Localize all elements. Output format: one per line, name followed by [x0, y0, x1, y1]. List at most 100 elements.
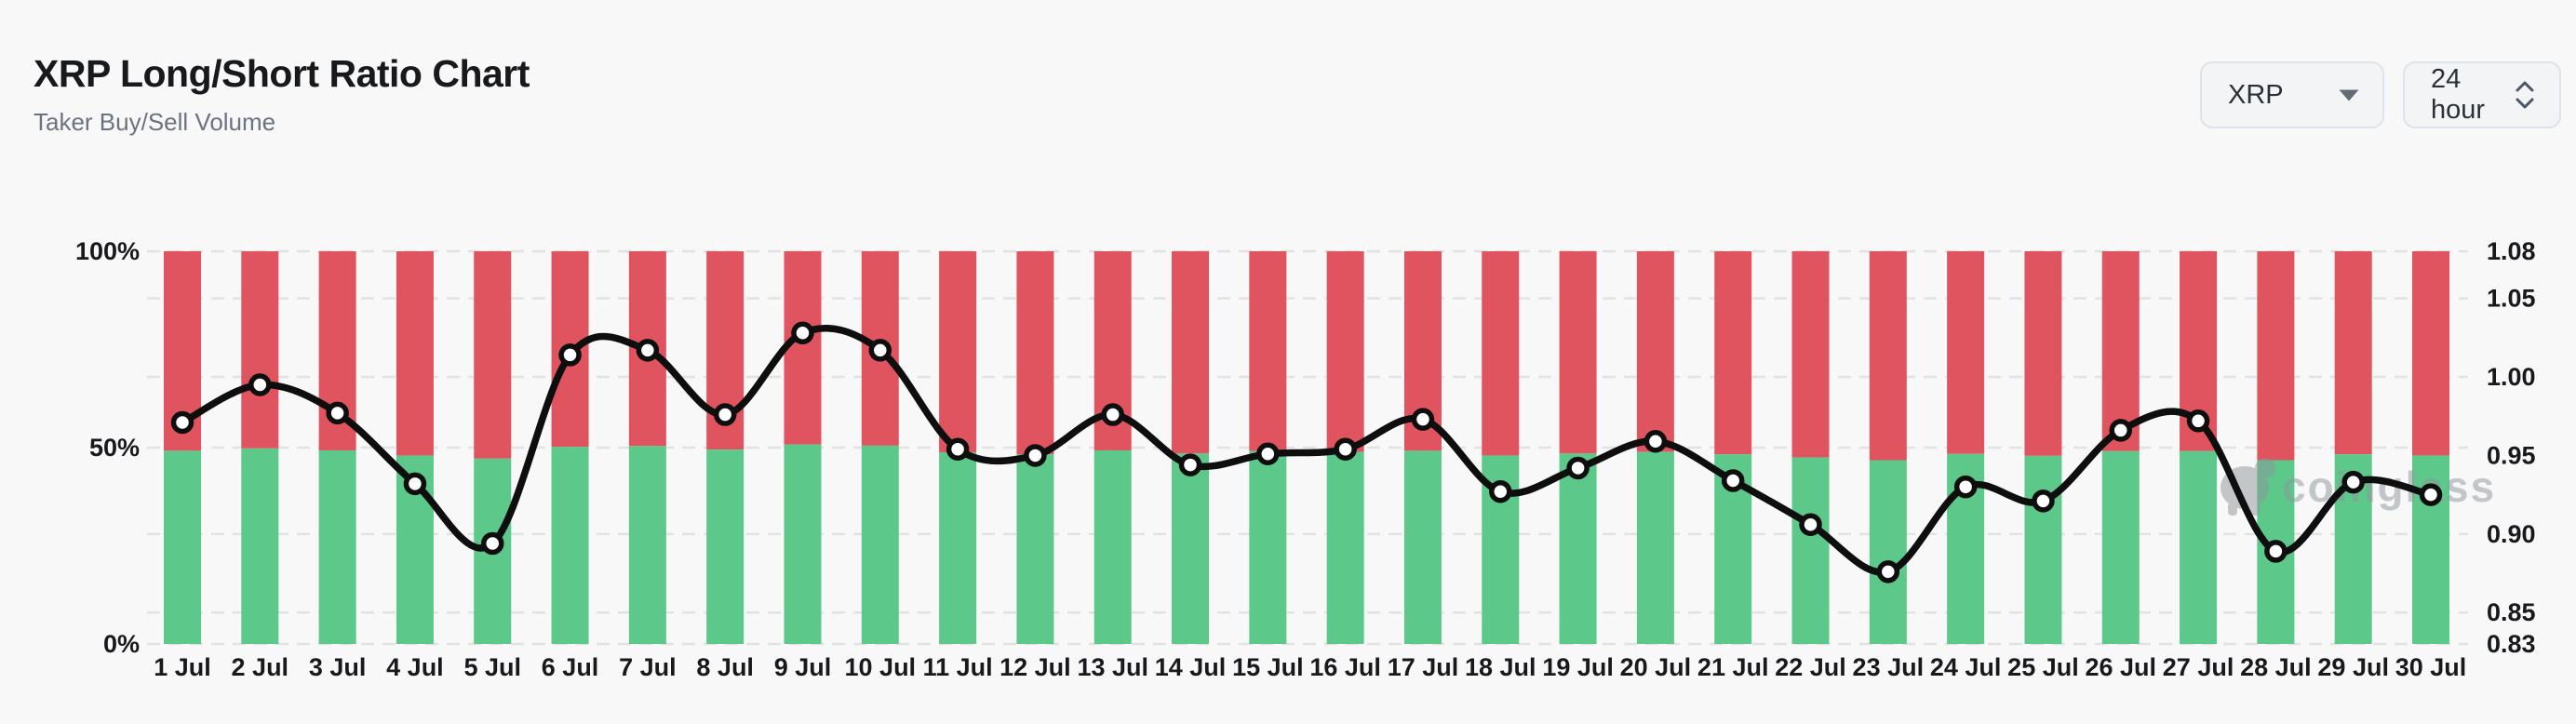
price-point — [1024, 444, 1047, 467]
price-point — [170, 410, 195, 435]
bar-segment-long — [1326, 451, 1364, 644]
bar-segment-long — [1791, 457, 1830, 644]
x-axis-tick: 4 Jul — [386, 653, 444, 681]
x-axis-tick: 13 Jul — [1077, 653, 1148, 681]
x-axis-tick: 1 Jul — [154, 653, 211, 681]
bar-segment-short — [2334, 251, 2372, 455]
price-point — [791, 321, 814, 345]
bar-segment-long — [939, 452, 977, 644]
x-axis-tick: 20 Jul — [1620, 653, 1692, 681]
bar-segment-long — [1016, 454, 1054, 644]
bar-segment-long — [2180, 450, 2218, 644]
price-point — [2341, 470, 2365, 494]
price-point — [868, 339, 892, 362]
x-axis-tick: 7 Jul — [619, 653, 677, 681]
bar-segment-short — [241, 251, 279, 449]
x-axis-tick: 8 Jul — [696, 653, 754, 681]
right-axis: 1.08 1.05 1.00 0.95 0.90 0.85 0.83 — [2487, 237, 2536, 658]
price-point — [1256, 442, 1280, 466]
chart-controls: XRP 24 hour — [2200, 61, 2561, 128]
ratio-bars — [164, 251, 2449, 644]
bar-segment-long — [861, 445, 899, 644]
bar-segment-short — [1636, 251, 1674, 452]
x-axis-tick: 19 Jul — [1542, 653, 1614, 681]
price-point — [2186, 409, 2210, 433]
left-axis-tick: 0% — [103, 630, 140, 658]
price-point — [1721, 469, 1745, 492]
price-point — [558, 343, 582, 367]
x-axis-tick: 26 Jul — [2085, 653, 2156, 681]
chevron-up-down-icon — [2516, 81, 2534, 109]
x-axis-tick: 2 Jul — [232, 653, 289, 681]
interval-select-value: 24 hour — [2431, 64, 2486, 125]
bar-segment-short — [2024, 251, 2062, 456]
x-axis-tick: 22 Jul — [1775, 653, 1846, 681]
price-point — [636, 339, 660, 362]
left-axis: 100% 50% 0% — [75, 237, 140, 658]
bar-segment-long — [1869, 460, 1907, 644]
x-axis-tick: 14 Jul — [1155, 653, 1227, 681]
logo-leg — [2228, 503, 2237, 516]
x-axis-tick: 17 Jul — [1388, 653, 1459, 681]
price-point — [403, 472, 427, 496]
bar-segment-long — [1249, 450, 1287, 644]
right-axis-tick: 1.08 — [2487, 237, 2536, 265]
watermark-text: coinglass — [2282, 463, 2496, 511]
bar-segment-short — [1172, 251, 1210, 454]
left-axis-tick: 50% — [89, 434, 140, 462]
x-axis-tick: 27 Jul — [2163, 653, 2234, 681]
symbol-select[interactable]: XRP — [2200, 61, 2384, 128]
price-point — [1876, 560, 1900, 583]
chart-header: XRP Long/Short Ratio Chart Taker Buy/Sel… — [34, 52, 530, 136]
bar-segment-short — [939, 251, 977, 453]
gridlines — [147, 249, 2468, 646]
bar-segment-short — [1869, 251, 1907, 461]
bar-segment-long — [706, 449, 745, 644]
page-subtitle: Taker Buy/Sell Volume — [34, 108, 276, 136]
x-axis-tick: 29 Jul — [2317, 653, 2389, 681]
price-point — [248, 373, 272, 396]
price-point — [2419, 483, 2443, 506]
x-axis-tick: 18 Jul — [1465, 653, 1536, 681]
bar-segment-short — [396, 251, 434, 456]
x-axis-tick: 9 Jul — [774, 653, 832, 681]
bar-segment-long — [2024, 455, 2062, 644]
price-point — [480, 531, 504, 556]
right-axis-tick: 0.85 — [2487, 598, 2536, 626]
bar-segment-short — [1249, 251, 1287, 451]
x-axis-tick: 11 Jul — [923, 653, 993, 681]
x-axis-tick: 30 Jul — [2395, 653, 2467, 681]
interval-select[interactable]: 24 hour — [2403, 61, 2561, 128]
bar-segment-short — [2257, 251, 2295, 461]
bar-segment-short — [1326, 251, 1364, 452]
x-axis-tick: 21 Jul — [1697, 653, 1769, 681]
price-point — [946, 437, 970, 461]
bar-segment-short — [2412, 251, 2449, 456]
logo-head — [2255, 458, 2275, 478]
x-axis-tick: 25 Jul — [2007, 653, 2079, 681]
price-point — [1334, 437, 1357, 461]
price-point — [1566, 456, 1590, 480]
bar-segment-short — [1559, 251, 1597, 454]
price-point — [1101, 403, 1124, 426]
bar-segment-short — [1714, 251, 1752, 455]
right-axis-tick: 0.90 — [2487, 520, 2536, 548]
bar-segment-long — [241, 448, 279, 644]
x-axis-tick: 3 Jul — [309, 653, 367, 681]
x-axis-tick: 24 Jul — [1930, 653, 2002, 681]
bar-segment-long — [1403, 450, 1442, 644]
price-point — [2264, 540, 2288, 563]
price-point — [1411, 408, 1435, 431]
x-axis: 1 Jul 2 Jul 3 Jul 4 Jul 5 Jul 6 Jul 7 Jul 8 Jul… — [154, 653, 2466, 681]
x-axis-tick: 10 Jul — [845, 653, 917, 681]
bar-segment-long — [1559, 453, 1597, 644]
price-point — [1799, 513, 1822, 536]
x-axis-tick: 15 Jul — [1232, 653, 1304, 681]
price-point — [2109, 419, 2133, 442]
x-axis-tick: 16 Jul — [1309, 653, 1381, 681]
bar-segment-long — [164, 450, 201, 644]
bar-segment-short — [2101, 251, 2140, 451]
x-axis-tick: 12 Jul — [1000, 653, 1071, 681]
price-point — [2032, 489, 2055, 513]
